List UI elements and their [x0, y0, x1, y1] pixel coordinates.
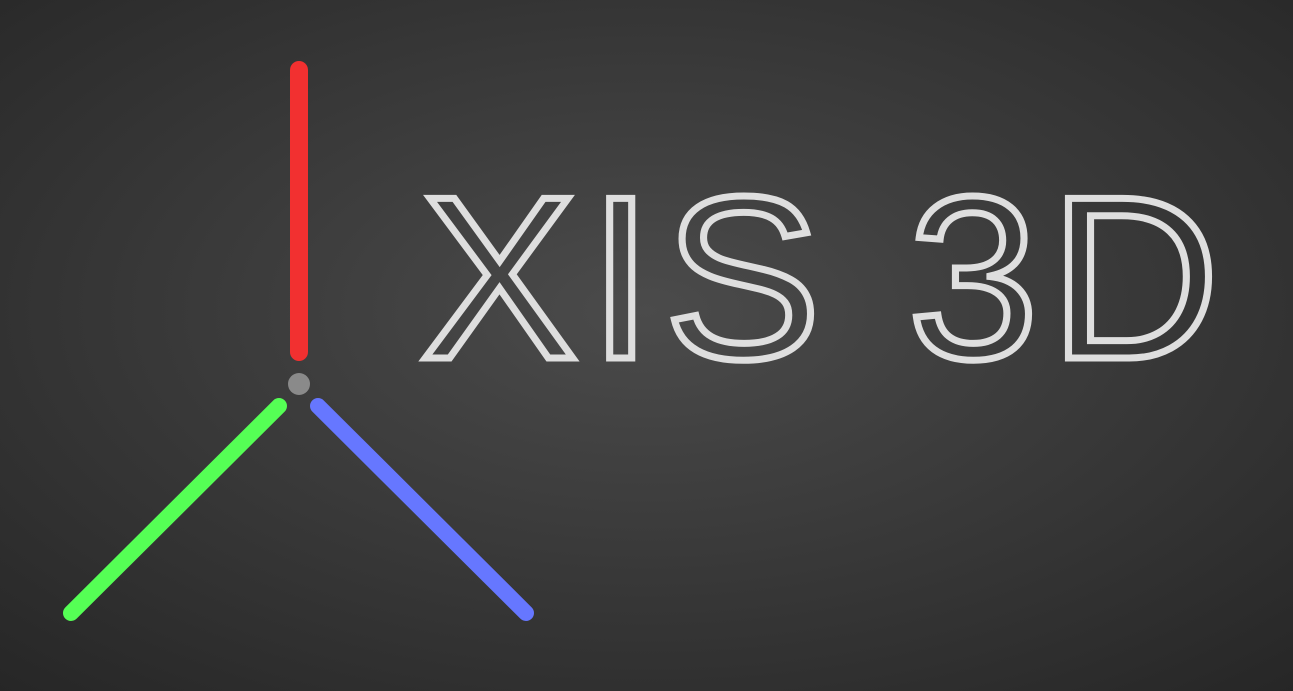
- axis-green: [63, 398, 287, 621]
- logo-text: XIS 3D: [420, 149, 1230, 408]
- axis-blue: [310, 398, 534, 621]
- axis-origin: [288, 373, 310, 395]
